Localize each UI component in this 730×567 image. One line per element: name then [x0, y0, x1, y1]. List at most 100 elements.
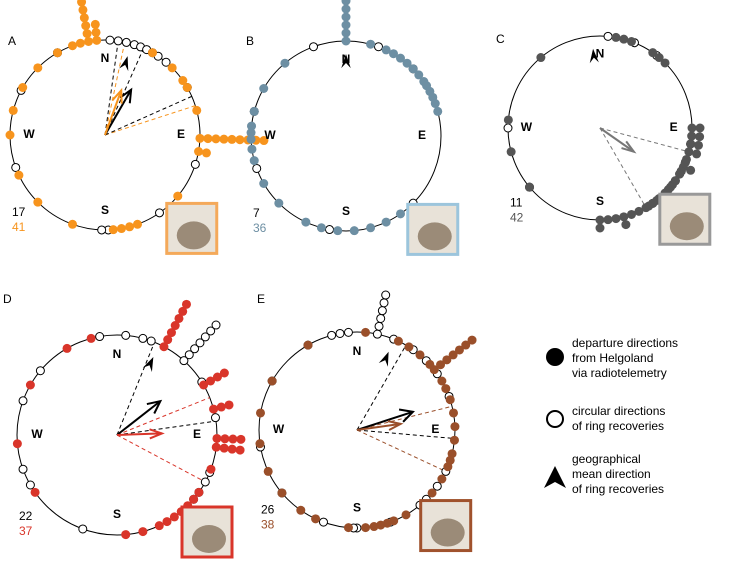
radiotelemetry-dot	[404, 342, 414, 352]
legend-text: circular directions	[572, 404, 665, 418]
radiotelemetry-dot	[249, 106, 259, 116]
compass-label: N	[353, 344, 362, 358]
radiotelemetry-dot	[341, 4, 351, 14]
radiotelemetry-dot	[366, 223, 376, 233]
ring-recovery	[138, 333, 148, 343]
ring-recovery	[503, 123, 513, 133]
compass-label: N	[101, 51, 110, 65]
compass-label: W	[23, 127, 35, 141]
radiotelemetry-dot	[255, 439, 265, 449]
ci-line	[599, 127, 647, 208]
radiotelemetry-dot	[634, 206, 644, 216]
compass-label: N	[113, 347, 122, 361]
ring-count: 22	[19, 509, 33, 523]
radiotelemetry-dot	[18, 83, 28, 92]
radiotelemetry-dot	[148, 48, 157, 58]
legend-text: of ring recoveries	[572, 419, 664, 433]
radiotelemetry-dot	[228, 434, 238, 444]
bird-shape	[176, 221, 211, 250]
ring-recovery	[161, 57, 171, 67]
compass-label: S	[353, 501, 361, 515]
compass-label: W	[264, 128, 276, 142]
radiotelemetry-dot	[189, 494, 199, 504]
compass-label: E	[431, 422, 439, 436]
legend-text: mean direction	[572, 467, 651, 481]
radiotelemetry-dot	[536, 53, 546, 63]
radiotelemetry-dot	[692, 149, 702, 159]
radiotelemetry-dot	[182, 83, 192, 92]
ring-recovery	[11, 162, 21, 172]
radiotelemetry-dot	[224, 400, 234, 410]
radiotelemetry-dot	[267, 376, 277, 386]
radiotelemetry-dot	[194, 146, 204, 156]
mean-arrow	[356, 410, 414, 431]
arrow-head	[621, 140, 637, 154]
ci-line	[356, 429, 455, 440]
radiotelemetry-dot	[686, 165, 696, 175]
ring-count: 26	[261, 503, 275, 517]
radiotelemetry-dot	[246, 128, 256, 138]
radiotelemetry-dot	[341, 20, 351, 30]
radiotelemetry-dot	[5, 130, 15, 140]
geo-mean-triangle	[142, 357, 154, 373]
radiotelemetry-dot	[449, 408, 459, 418]
radiotelemetry-dot	[611, 32, 621, 42]
mean-arrow	[599, 127, 635, 153]
ring-recovery	[372, 329, 382, 339]
radiotelemetry-dot	[433, 106, 443, 116]
legend-ring	[546, 410, 564, 428]
radiotelemetry-dot	[408, 64, 418, 74]
ring-recovery	[603, 31, 613, 41]
ci-line	[116, 342, 155, 436]
radiotelemetry-dot	[648, 48, 658, 58]
ring-recovery	[432, 481, 442, 491]
radiotelemetry-dot	[443, 462, 453, 472]
radiotelemetry-dot	[79, 13, 89, 23]
radiotelemetry-dot	[246, 134, 256, 144]
radio-count: 38	[261, 518, 275, 532]
radiotelemetry-dot	[277, 488, 287, 498]
compass-label: S	[342, 204, 350, 218]
radiotelemetry-dot	[62, 343, 72, 353]
ci-line	[116, 434, 206, 483]
radiotelemetry-dot	[211, 442, 221, 452]
arrow-head	[149, 428, 165, 440]
bird-shape	[430, 518, 465, 547]
radiotelemetry-dot	[81, 21, 91, 31]
ring-recovery	[309, 42, 319, 52]
radiotelemetry-dot	[316, 223, 326, 233]
arrow-head	[119, 87, 133, 104]
ring-recovery	[343, 327, 353, 337]
radiotelemetry-dot	[206, 376, 216, 386]
radiotelemetry-dot	[227, 444, 237, 454]
radiotelemetry-dot	[169, 512, 179, 522]
compass-label: N	[596, 47, 605, 61]
radiotelemetry-dot	[192, 105, 202, 115]
radio-count: 37	[19, 524, 33, 538]
radiotelemetry-dot	[181, 299, 191, 309]
radiotelemetry-dot	[236, 434, 246, 444]
radiotelemetry-dot	[311, 514, 321, 524]
radiotelemetry-dot	[303, 340, 313, 350]
radiotelemetry-dot	[12, 439, 22, 449]
radiotelemetry-dot	[654, 53, 664, 63]
radiotelemetry-dot	[619, 34, 629, 44]
radiotelemetry-dot	[448, 350, 458, 360]
ring-recovery	[190, 159, 200, 169]
radiotelemetry-dot	[445, 395, 455, 405]
radiotelemetry-dot	[442, 355, 452, 365]
ring-recovery	[121, 330, 131, 340]
radiotelemetry-dot	[84, 36, 94, 46]
ring-recovery	[35, 366, 45, 376]
ring-recovery	[97, 225, 107, 235]
radiotelemetry-dot	[25, 380, 35, 390]
radiotelemetry-dot	[195, 133, 205, 143]
radiotelemetry-dot	[296, 505, 306, 515]
radiotelemetry-dot	[163, 335, 173, 345]
radiotelemetry-dot	[454, 345, 464, 355]
ring-recovery	[335, 328, 345, 338]
mean-arrow	[116, 400, 161, 436]
arrow-head	[387, 420, 404, 431]
radiotelemetry-dot	[414, 70, 424, 80]
